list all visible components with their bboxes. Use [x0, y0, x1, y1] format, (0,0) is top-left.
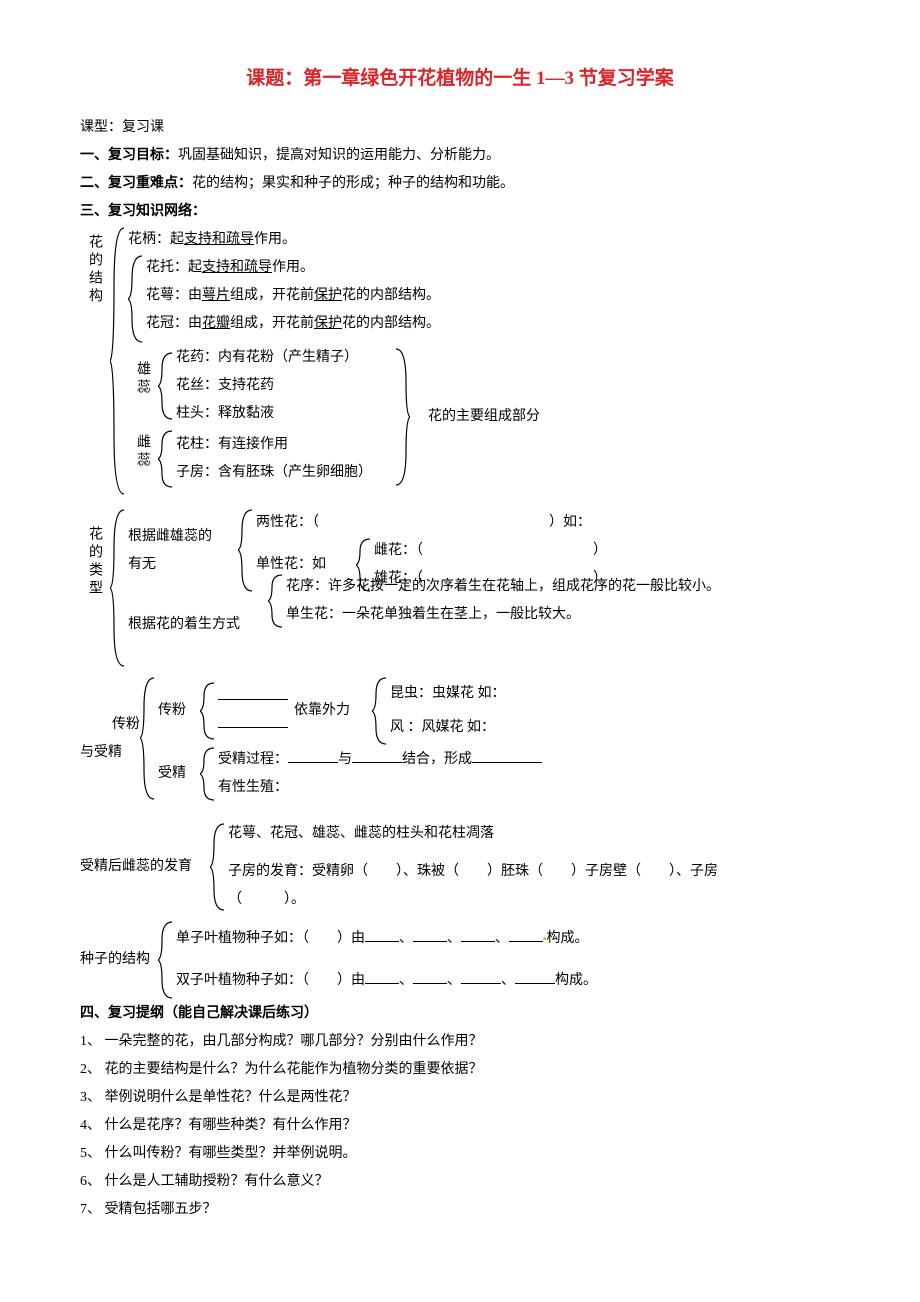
flower-structure-block: 花的结构 花柄：起支持和疏导作用。 花托：起支持和疏导作用。 花萼：由萼片组成，… — [80, 226, 840, 496]
brace-icon — [200, 746, 218, 802]
poll-label1: 传粉 — [80, 711, 140, 739]
q4: 4、 什么是花序？有哪些种类？有什么作用？ — [80, 1112, 840, 1140]
seed-block: 种子的结构 单子叶植物种子如：（ ）由、、、▪构成。 双子叶植物种子如：（ ）由… — [80, 920, 840, 1000]
blank — [218, 685, 288, 700]
brace-icon — [200, 681, 218, 741]
q1: 1、 一朵完整的花，由几部分构成？哪几部分？分别由什么作用？ — [80, 1028, 840, 1056]
seed-di: 双子叶植物种子如：（ ）由、、、构成。 — [176, 967, 840, 995]
ci-label: 雌蕊 — [128, 428, 156, 490]
feng: 风 ：风媒花 如： — [390, 714, 506, 742]
c1: 花柱：有连接作用 — [176, 431, 372, 459]
x1: 花药：内有花粉（产生精子） — [176, 344, 358, 372]
dev-l1: 花萼、花冠、雄蕊、雌蕊的柱头和花柱凋落 — [228, 820, 840, 848]
sec2-label: 二、复习重难点： — [80, 176, 192, 191]
development-block: 受精后雌蕊的发育 花萼、花冠、雄蕊、雌蕊的柱头和花柱凋落 子房的发育：受精卵（ … — [80, 820, 840, 914]
youxing: 有性生殖： — [218, 774, 542, 802]
main-part: 花的主要组成部分 — [410, 403, 540, 431]
q5: 5、 什么叫传粉？有哪些类型？并举例说明。 — [80, 1140, 840, 1168]
poll-label2: 与受精 — [80, 739, 140, 767]
fs-line3: 花萼：由萼片组成，开花前保护花的内部结构。 — [146, 282, 840, 310]
sj-proc: 受精过程：与结合，形成 — [218, 746, 542, 774]
brace-icon — [238, 508, 256, 593]
q2: 2、 花的主要结构是什么？为什么花能作为植物分类的重要依据？ — [80, 1056, 840, 1084]
section-2: 二、复习重难点：花的结构；果实和种子的形成；种子的结构和功能。 — [80, 170, 840, 198]
xiong-label: 雄蕊 — [128, 355, 156, 417]
q6: 6、 什么是人工辅助授粉？有什么意义？ — [80, 1168, 840, 1196]
by-stamen2: 有无 — [128, 551, 238, 579]
by-pos: 根据花的着生方式 — [128, 611, 268, 639]
brace-icon — [158, 351, 176, 421]
seed-label: 种子的结构 — [80, 946, 158, 974]
brace-icon — [140, 676, 158, 801]
blank — [218, 713, 288, 728]
fs-line4: 花冠：由花瓣组成，开花前保护花的内部结构。 — [146, 310, 840, 338]
seed-mono: 单子叶植物种子如：（ ）由、、、▪构成。 — [176, 925, 840, 953]
dansheng: 单生花：一朵花单独着生在茎上，一般比较大。 — [286, 601, 840, 629]
sec2-text: 花的结构；果实和种子的形成；种子的结构和功能。 — [192, 176, 514, 191]
female: 雌花：（） — [374, 537, 607, 565]
section-3: 三、复习知识网络： — [80, 198, 840, 226]
flower-structure-label: 花的结构 — [80, 228, 108, 494]
sec1-label: 一、复习目标： — [80, 148, 178, 163]
c2: 子房：含有胚珠（产生卵细胞） — [176, 459, 372, 487]
pollination-block: 传粉 与受精 传粉 依靠外力 昆虫：虫媒花 如： 风 ：风媒花 如： 受 — [80, 676, 840, 802]
page-title: 课题：第一章绿色开花植物的一生 1—3 节复习学案 — [80, 60, 840, 98]
brace-icon — [158, 920, 176, 1000]
shoujing: 受精 — [158, 760, 200, 788]
brace-icon — [128, 254, 146, 344]
kunchong: 昆虫：虫媒花 如： — [390, 680, 506, 708]
huaxu: 花序：许多花按一定的次序着生在花轴上，组成花序的花一般比较小。 — [286, 573, 840, 601]
dev-label: 受精后雌蕊的发育 — [80, 853, 210, 881]
sec1-text: 巩固基础知识，提高对知识的运用能力、分析能力。 — [178, 148, 500, 163]
section-4: 四、复习提纲（能自己解决课后练习） — [80, 1000, 840, 1028]
brace-icon — [110, 226, 128, 496]
brace-icon — [372, 676, 390, 746]
x2: 花丝：支持花药 — [176, 372, 358, 400]
by-stamen1: 根据雌雄蕊的 — [128, 523, 238, 551]
chuanfen: 传粉 — [158, 697, 200, 725]
dev-l2a: 子房的发育：受精卵（ ）、珠被（ ）胚珠（ ）子房壁（ ）、子房 — [228, 858, 840, 886]
fs-line1: 花柄：起支持和疏导作用。 — [128, 226, 840, 254]
x3: 柱头：释放黏液 — [176, 400, 358, 428]
brace-right-icon — [392, 347, 410, 487]
q7: 7、 受精包括哪五步？ — [80, 1196, 840, 1224]
flower-type-label: 花的类型 — [80, 520, 108, 656]
brace-icon — [210, 822, 228, 912]
brace-icon — [268, 573, 286, 629]
dev-l2b: （ ）。 — [228, 886, 840, 914]
section-1: 一、复习目标：巩固基础知识，提高对知识的运用能力、分析能力。 — [80, 142, 840, 170]
class-type: 课型：复习课 — [80, 114, 840, 142]
fs-line2: 花托：起支持和疏导作用。 — [146, 254, 840, 282]
brace-icon — [158, 429, 176, 489]
brace-icon — [110, 508, 128, 668]
yikao: 依靠外力 — [288, 697, 372, 725]
flower-type-block: 花的类型 根据雌雄蕊的 有无 两性花：（）如： 单性花：如 雌花：（） — [80, 508, 840, 668]
unisexual: 单性花：如 — [256, 557, 326, 572]
bisexual: 两性花：（）如： — [256, 509, 840, 537]
q3: 3、 举例说明什么是单性花？什么是两性花？ — [80, 1084, 840, 1112]
